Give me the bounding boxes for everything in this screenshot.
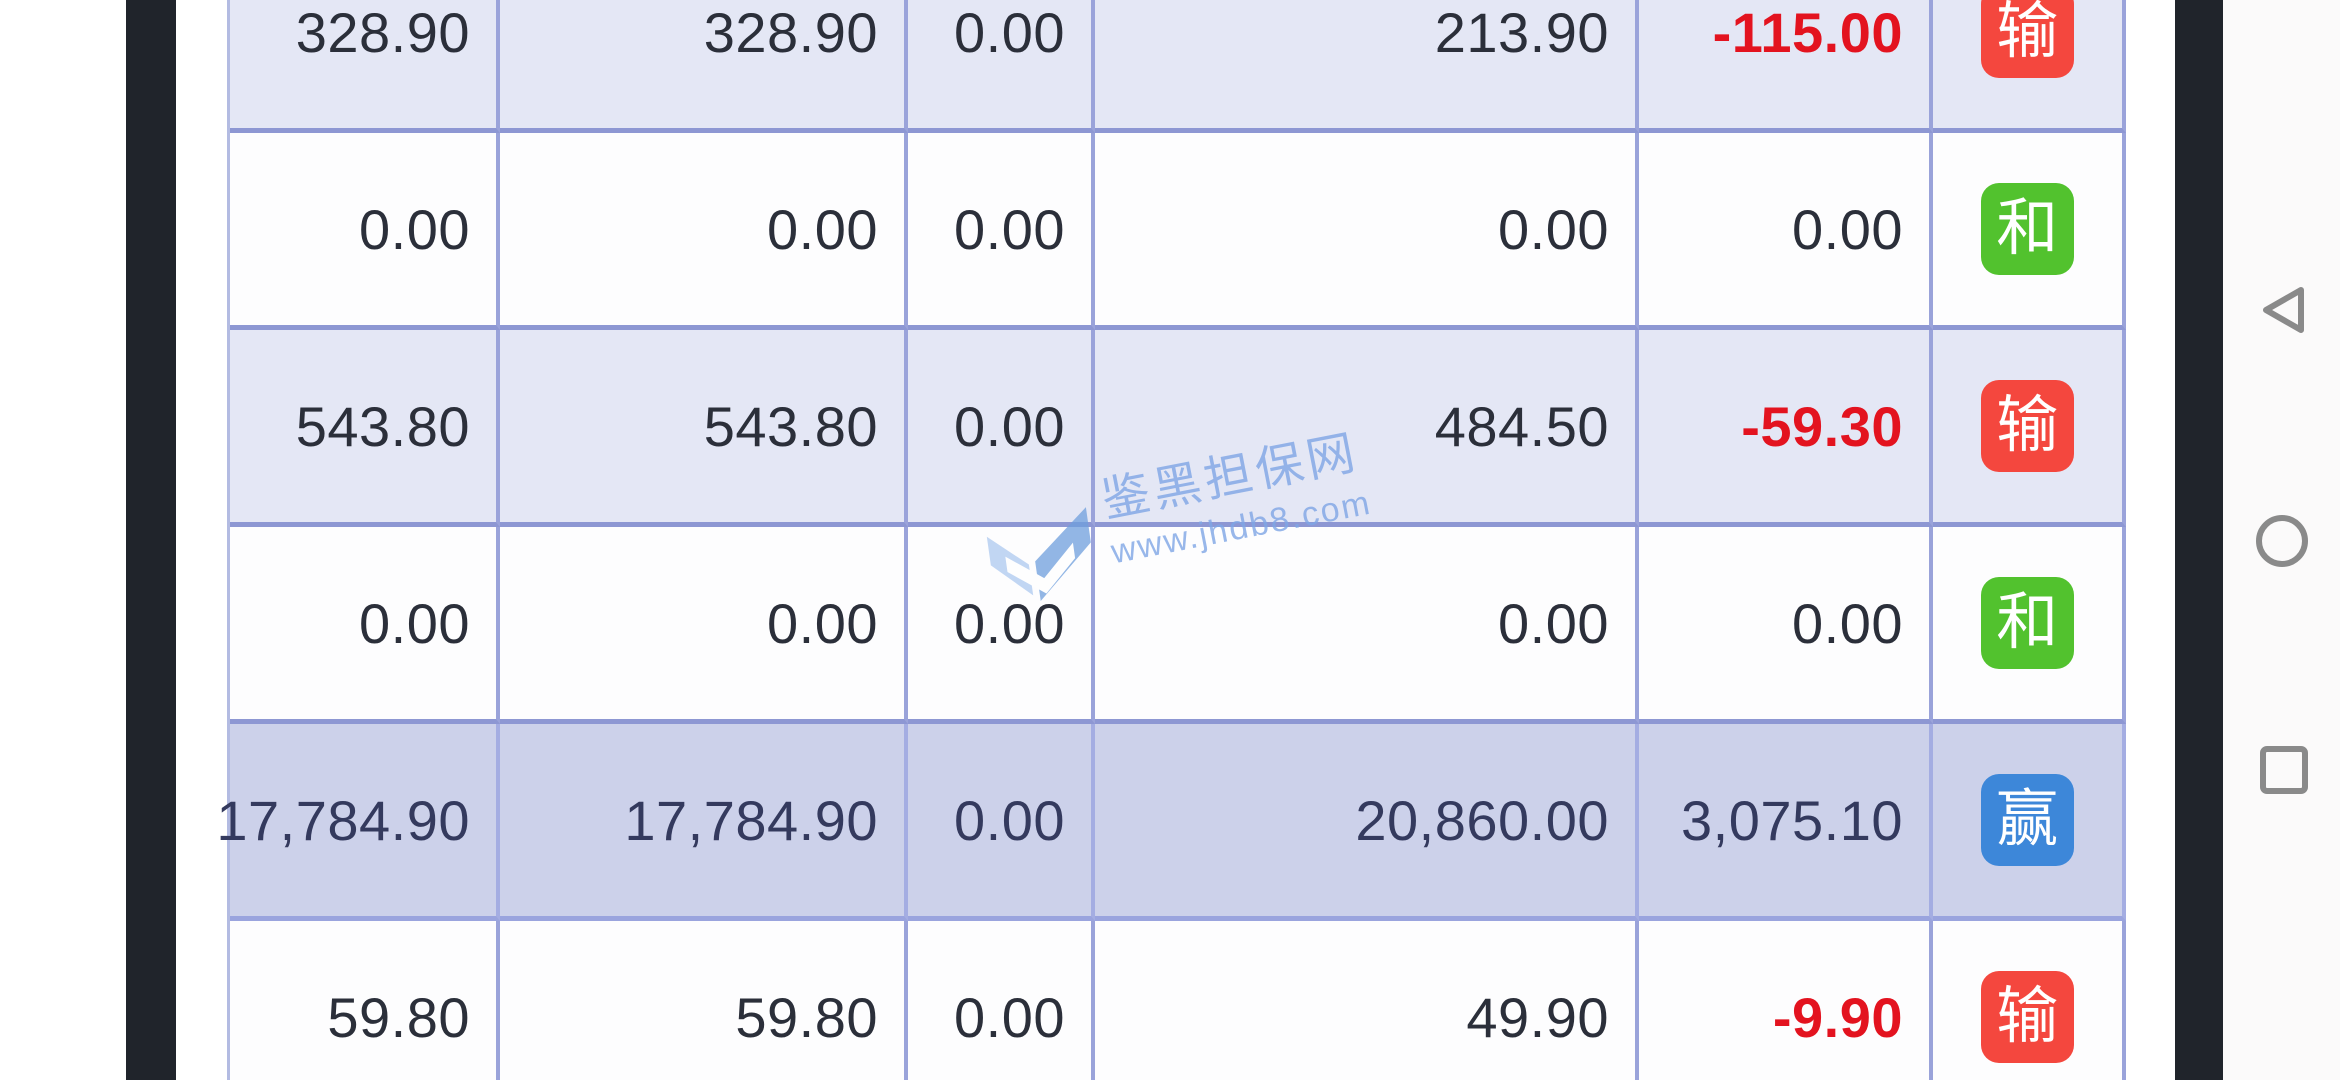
amount-cell: 0.00 xyxy=(908,921,1095,1080)
amount-cell: 0.00 xyxy=(500,527,908,724)
status-cell: 赢 xyxy=(1933,724,2126,921)
amount-cell: 484.50 xyxy=(1095,330,1639,527)
amount-cell: 17,784.90 xyxy=(216,724,500,921)
amount-cell: 543.80 xyxy=(500,330,908,527)
status-badge: 赢 xyxy=(1981,774,2074,866)
status-cell: 和 xyxy=(1933,133,2126,330)
amount-cell: 20,860.00 xyxy=(1095,724,1639,921)
status-badge: 输 xyxy=(1981,0,2074,78)
amount-cell: 0.00 xyxy=(908,0,1095,133)
status-cell: 和 xyxy=(1933,527,2126,724)
nav-home-button[interactable] xyxy=(2255,514,2309,568)
screen-bezel-left xyxy=(126,0,176,1080)
amount-cell: 3,075.10 xyxy=(1639,724,1933,921)
amount-cell: 0.00 xyxy=(908,724,1095,921)
amount-cell: 328.90 xyxy=(230,0,500,133)
status-cell: 输 xyxy=(1933,330,2126,527)
status-badge: 输 xyxy=(1981,971,2074,1063)
amount-cell: 0.00 xyxy=(500,133,908,330)
screen-bezel-right xyxy=(2175,0,2223,1080)
results-table: 328.90 328.90 0.00 213.90 -115.00 输 0.00… xyxy=(216,0,2126,1080)
status-badge: 输 xyxy=(1981,380,2074,472)
amount-cell: 0.00 xyxy=(230,133,500,330)
amount-cell: 0.00 xyxy=(1639,527,1933,724)
amount-cell: 0.00 xyxy=(230,527,500,724)
nav-recents-button[interactable] xyxy=(2259,745,2309,795)
home-circle-icon xyxy=(2256,515,2308,567)
amount-cell: -9.90 xyxy=(1639,921,1933,1080)
amount-cell: 0.00 xyxy=(1095,527,1639,724)
amount-cell: 328.90 xyxy=(500,0,908,133)
android-navbar xyxy=(2223,0,2340,1080)
amount-cell: 59.80 xyxy=(500,921,908,1080)
amount-cell: 59.80 xyxy=(230,921,500,1080)
amount-cell: 0.00 xyxy=(908,133,1095,330)
recents-square-icon xyxy=(2260,746,2308,794)
amount-cell: -115.00 xyxy=(1639,0,1933,133)
amount-cell: 0.00 xyxy=(908,527,1095,724)
amount-cell: 0.00 xyxy=(908,330,1095,527)
nav-back-button[interactable] xyxy=(2256,282,2308,338)
status-badge: 和 xyxy=(1981,183,2074,275)
amount-cell: 543.80 xyxy=(230,330,500,527)
amount-cell: 213.90 xyxy=(1095,0,1639,133)
status-badge: 和 xyxy=(1981,577,2074,669)
back-triangle-icon xyxy=(2263,287,2304,333)
amount-cell: -59.30 xyxy=(1639,330,1933,527)
amount-cell: 49.90 xyxy=(1095,921,1639,1080)
status-cell: 输 xyxy=(1933,0,2126,133)
amount-cell: 0.00 xyxy=(1095,133,1639,330)
amount-cell: 0.00 xyxy=(1639,133,1933,330)
amount-cell: 17,784.90 xyxy=(500,724,908,921)
status-cell: 输 xyxy=(1933,921,2126,1080)
